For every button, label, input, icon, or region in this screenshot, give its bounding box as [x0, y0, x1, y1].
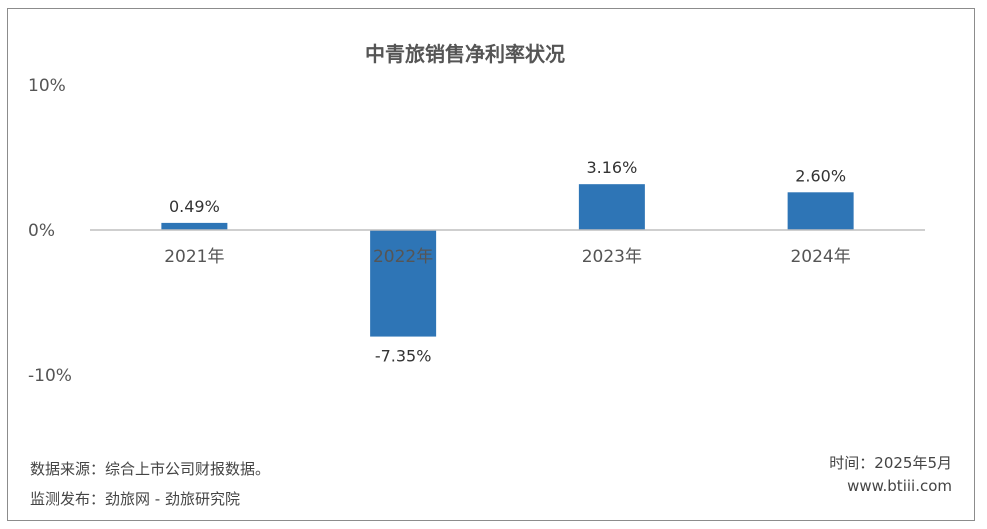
data-label: -7.35% [375, 347, 432, 366]
chart-frame [7, 8, 975, 521]
bar [787, 192, 854, 230]
bar [578, 184, 645, 230]
website-link[interactable]: www.btiii.com [847, 477, 952, 495]
data-label: 0.49% [169, 197, 220, 216]
publisher-note: 监测发布：劲旅网 - 劲旅研究院 [30, 490, 240, 508]
y-tick-label: -10% [28, 366, 72, 386]
data-label: 2.60% [795, 166, 846, 185]
data-label: 3.16% [586, 158, 637, 177]
x-tick-label: 2021年 [164, 247, 224, 267]
x-tick-label: 2024年 [790, 247, 850, 267]
publish-time: 时间：2025年5月 [829, 454, 952, 472]
data-source-note: 数据来源：综合上市公司财报数据。 [30, 460, 271, 478]
y-tick-label: 10% [28, 76, 66, 96]
bar [370, 230, 437, 337]
chart-title: 中青旅销售净利率状况 [365, 42, 565, 66]
y-tick-label: 0% [28, 221, 55, 241]
x-tick-label: 2023年 [582, 247, 642, 267]
bar [161, 222, 228, 230]
x-tick-label: 2022年 [373, 247, 433, 267]
